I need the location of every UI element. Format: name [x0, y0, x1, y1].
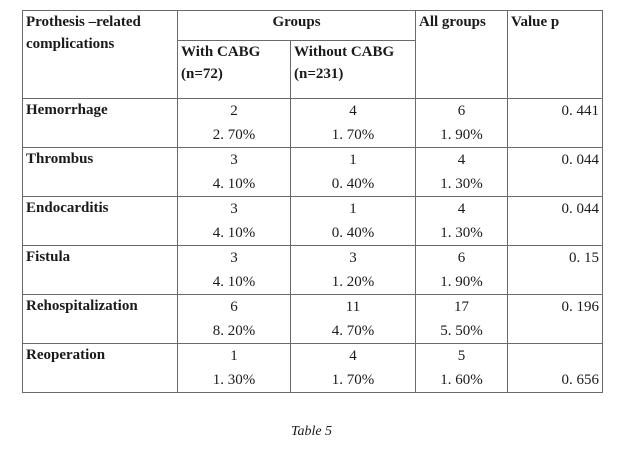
- with-count: 3: [230, 250, 238, 266]
- row-label: Thrombus: [22, 147, 178, 197]
- table-row-reoperation: Reoperation 1 1. 30% 4 1. 70% 5 1. 60% 0. 6…: [22, 343, 604, 393]
- cell-with-cabg: 3 4. 10%: [177, 196, 291, 246]
- p-value: 0. 656: [561, 372, 600, 388]
- cell-with-cabg: 6 8. 20%: [177, 294, 291, 344]
- all-percent: 1. 30%: [440, 225, 483, 241]
- with-count: 1: [230, 348, 238, 364]
- cell-without-cabg: 1 0. 40%: [289, 196, 417, 246]
- table-row-thrombus: Thrombus 3 4. 10% 1 0. 40% 4 1. 30% 0. 044: [22, 147, 604, 197]
- without-count: 4: [349, 103, 357, 119]
- cell-with-cabg: 3 4. 10%: [177, 147, 291, 197]
- header-all-groups: All groups: [415, 10, 509, 99]
- with-percent: 1. 30%: [212, 372, 256, 388]
- without-percent: 1. 70%: [331, 127, 375, 143]
- p-value: 0. 044: [561, 152, 600, 168]
- cell-with-cabg: 2 2. 70%: [177, 98, 291, 148]
- all-percent: 1. 90%: [440, 274, 483, 290]
- with-percent: 4. 10%: [212, 176, 256, 192]
- row-label: Fistula: [22, 245, 178, 295]
- with-percent: 4. 10%: [212, 274, 256, 290]
- cell-p-value: 0. 656: [507, 343, 604, 393]
- with-count: 3: [230, 201, 238, 217]
- p-value: 0. 044: [561, 201, 600, 217]
- table-row-endocarditis: Endocarditis 3 4. 10% 1 0. 40% 4 1. 30% 0. …: [22, 196, 604, 246]
- cell-without-cabg: 1 0. 40%: [289, 147, 417, 197]
- without-percent: 1. 70%: [331, 372, 375, 388]
- all-count: 6: [457, 103, 466, 119]
- all-percent: 5. 50%: [440, 323, 483, 339]
- cell-p-value: 0. 044: [507, 147, 604, 197]
- header-groups: Groups: [176, 10, 417, 41]
- all-percent: 1. 90%: [440, 127, 483, 143]
- header-with-cabg: With CABG (n=72): [177, 40, 291, 99]
- without-count: 3: [349, 250, 357, 266]
- cell-without-cabg: 11 4. 70%: [289, 294, 417, 344]
- without-percent: 0. 40%: [331, 176, 375, 192]
- cell-all-groups: 6 1. 90%: [415, 98, 509, 148]
- all-count: 4: [457, 152, 466, 168]
- all-count: 17: [454, 299, 470, 315]
- row-label: Hemorrhage: [22, 98, 178, 148]
- all-percent: 1. 30%: [440, 176, 483, 192]
- cell-p-value: 0. 15: [507, 245, 604, 295]
- all-count: 4: [457, 201, 466, 217]
- cell-all-groups: 5 1. 60%: [415, 343, 509, 393]
- p-value: 0. 15: [569, 250, 600, 266]
- cell-p-value: 0. 044: [507, 196, 604, 246]
- without-percent: 1. 20%: [331, 274, 375, 290]
- table-row-hemorrhage: Hemorrhage 2 2. 70% 4 1. 70% 6 1. 90% 0. 44…: [22, 98, 604, 148]
- all-percent: 1. 60%: [440, 372, 483, 388]
- with-count: 3: [230, 152, 238, 168]
- cell-p-value: 0. 441: [507, 98, 604, 148]
- p-value: 0. 196: [561, 299, 600, 315]
- cell-without-cabg: 4 1. 70%: [289, 343, 417, 393]
- complications-table: Prothesis –related complications Groups …: [22, 10, 604, 393]
- all-count: 6: [457, 250, 466, 266]
- cell-all-groups: 4 1. 30%: [415, 147, 509, 197]
- table-row-fistula: Fistula 3 4. 10% 3 1. 20% 6 1. 90% 0. 15: [22, 245, 604, 295]
- header-without-cabg: Without CABG (n=231): [289, 40, 417, 99]
- cell-p-value: 0. 196: [507, 294, 604, 344]
- with-count: 2: [230, 103, 238, 119]
- without-percent: 4. 70%: [331, 323, 375, 339]
- without-count: 1: [349, 152, 357, 168]
- cell-without-cabg: 3 1. 20%: [289, 245, 417, 295]
- row-label: Reoperation: [22, 343, 178, 393]
- header-row-subgroups: With CABG (n=72) Without CABG (n=231): [23, 40, 603, 99]
- without-count: 1: [349, 201, 357, 217]
- header-complications: Prothesis –related complications: [22, 10, 178, 99]
- without-count: 4: [349, 348, 357, 364]
- cell-all-groups: 4 1. 30%: [415, 196, 509, 246]
- header-value-p: Value p: [507, 10, 604, 99]
- with-count: 6: [230, 299, 238, 315]
- cell-all-groups: 6 1. 90%: [415, 245, 509, 295]
- without-percent: 0. 40%: [331, 225, 375, 241]
- without-count: 11: [345, 299, 361, 315]
- header-row-groups: Prothesis –related complications Groups …: [22, 10, 604, 99]
- cell-with-cabg: 3 4. 10%: [177, 245, 291, 295]
- row-label: Rehospitalization: [22, 294, 178, 344]
- with-percent: 2. 70%: [212, 127, 256, 143]
- cell-without-cabg: 4 1. 70%: [289, 98, 417, 148]
- all-count: 5: [457, 348, 466, 364]
- p-value: 0. 441: [561, 103, 600, 119]
- cell-with-cabg: 1 1. 30%: [177, 343, 291, 393]
- table-caption: Table 5: [290, 424, 333, 439]
- with-percent: 8. 20%: [212, 323, 256, 339]
- table-row-rehospitalization: Rehospitalization 6 8. 20% 11 4. 70% 17 5. …: [22, 294, 604, 344]
- row-label: Endocarditis: [22, 196, 178, 246]
- cell-all-groups: 17 5. 50%: [415, 294, 509, 344]
- with-percent: 4. 10%: [212, 225, 256, 241]
